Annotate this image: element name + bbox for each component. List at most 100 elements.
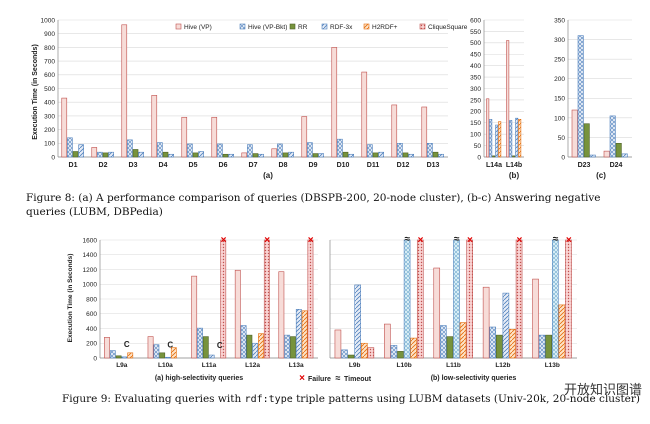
- fig8c-ytick: 100: [554, 115, 565, 122]
- fig9a-ytick: 0: [93, 355, 97, 362]
- fig9a-bar-h2rdf-l9a: [127, 352, 134, 359]
- fig8a-bar-rr-d4: [162, 151, 169, 158]
- fig8b-bar-h2rdf-l14b: [518, 119, 522, 158]
- fig8b-ytick: 400: [470, 63, 481, 70]
- fig8c-bar-rr-d24: [615, 143, 622, 158]
- fig8c-ytick: 0: [561, 154, 565, 161]
- fig9-legend-timeout-icon: ≈: [336, 373, 341, 383]
- fig9a-ytick: 600: [86, 311, 97, 318]
- fig8a-bar-hive-vp-bkt-d7: [247, 144, 253, 158]
- fig9b-bar-hive-vp-bkt-l9b: [341, 349, 348, 359]
- fig9b-bar-hive-vp-bkt-l12b: [489, 326, 497, 359]
- fig9b-bar-rdf-3x-l11b: [453, 239, 460, 359]
- fig8c-ytick: 150: [554, 96, 565, 103]
- fig8a-xtick: D8: [279, 162, 288, 169]
- fig8-legend-swatch-cliquesquare: [419, 23, 426, 30]
- fig9b-failure-marker: ×: [418, 235, 424, 246]
- fig8a-bar-rdf-3x-d11: [378, 151, 384, 158]
- fig9b-failure-marker: ×: [566, 235, 572, 246]
- fig8b-ytick: 450: [470, 52, 481, 59]
- fig8a-xtick: D4: [159, 162, 168, 169]
- fig9b-bar-h2rdf-l13b: [558, 304, 566, 359]
- fig8a-bar-rdf-3x-d4: [168, 153, 174, 158]
- fig9a-failure-marker: ×: [221, 235, 227, 246]
- fig8b-ytick: 300: [470, 86, 481, 93]
- figure8-caption: Figure 8: (a) A performance comparison o…: [26, 192, 601, 218]
- fig9b-bar-hive-vp-bkt-l10b: [390, 345, 398, 359]
- fig8a-bar-hive-vp-bkt-d9: [307, 142, 313, 158]
- fig8b-bar-hive-vp-bkt-l14a: [489, 119, 493, 158]
- fig8a-bar-hive-vp-bkt-d2: [97, 151, 103, 158]
- fig8c-bar-hive-vp-d24: [603, 150, 610, 158]
- fig8a-bar-rdf-3x-d3: [138, 151, 144, 158]
- fig8a-bar-hive-vp-d5: [181, 116, 188, 158]
- fig9b-bar-cliquesquare-l9b: [367, 347, 375, 359]
- fig9a-bar-hive-vp-l9a: [104, 337, 110, 359]
- fig8b-bar-hive-vp-bkt-l14b: [509, 120, 513, 158]
- fig8a-bar-hive-vp-d8: [271, 148, 278, 158]
- fig9b-xtick: L10b: [397, 362, 412, 369]
- fig8c-xtick: D24: [610, 162, 623, 169]
- fig8a-ytick: 200: [44, 127, 55, 134]
- fig8a-xtick: D9: [309, 162, 318, 169]
- fig9a-xtick: L9a: [116, 362, 128, 369]
- fig8a-bar-hive-vp-d3: [121, 24, 128, 158]
- fig8b-xtick: L14a: [486, 162, 502, 169]
- fig9b-bar-rdf-3x-l9b: [354, 284, 361, 359]
- fig8-legend-swatch-rr: [289, 23, 296, 30]
- fig8b-ytick: 500: [470, 40, 481, 47]
- fig8-legend-swatch-h2rdf: [363, 23, 370, 30]
- fig9b-group-label: (b) low-selectivity queries: [431, 375, 517, 382]
- fig8c-bar-rdf-3x-d23: [589, 154, 596, 158]
- fig9b-bar-hive-vp-l13b: [532, 278, 539, 359]
- fig9-legend-failure-icon: ×: [299, 373, 305, 384]
- fig9b-bar-hive-vp-l9b: [334, 329, 342, 359]
- fig8a-bar-hive-vp-bkt-d4: [157, 142, 163, 158]
- fig8a-bar-rr-d10: [342, 151, 349, 158]
- fig9a-group-label: (a) high-selectivity queries: [155, 375, 243, 382]
- fig8a-xtick: D7: [249, 162, 258, 169]
- fig9b-bar-hive-vp-bkt-l11b: [440, 325, 447, 359]
- fig8a-ytick: 300: [44, 113, 55, 120]
- fig8b-ytick: 0: [477, 154, 481, 161]
- fig9a-failure-marker: ×: [308, 235, 314, 246]
- fig9-legend-timeout: Timeout: [344, 376, 372, 383]
- fig9b-bar-hive-vp-l12b: [482, 286, 490, 359]
- fig8b-bar-rdf-3x-l14a: [495, 124, 499, 158]
- fig8a-bar-rr-d8: [282, 152, 289, 158]
- fig9a-crash-marker: C: [124, 340, 130, 349]
- fig9a-bar-rdf-3x-l9a: [121, 356, 128, 359]
- fig9b-bar-cliquesquare-l12b: [515, 239, 523, 359]
- fig8a-bar-hive-vp-d9: [301, 116, 308, 158]
- fig9b-failure-marker: ×: [516, 235, 522, 246]
- fig9a-bar-rdf-3x-l13a: [295, 309, 302, 359]
- fig9a-bar-cliquesquare-l11a: [220, 239, 227, 359]
- fig8b-xtick: L14b: [506, 162, 522, 169]
- fig8a-xtick: D13: [427, 162, 440, 169]
- fig8a-bar-hive-vp-d11: [361, 71, 368, 158]
- fig8c-ytick: 300: [554, 37, 565, 44]
- fig9a-bar-cliquesquare-l12a: [263, 239, 270, 359]
- fig9a-ytick: 1400: [83, 252, 98, 259]
- fig8a-bar-rdf-3x-d10: [348, 153, 354, 158]
- fig9a-bar-rr-l9a: [115, 355, 122, 359]
- watermark: 开放知识图谱: [563, 383, 642, 398]
- fig8b-ytick: 600: [470, 17, 481, 24]
- fig9a-bar-h2rdf-l13a: [301, 310, 308, 359]
- fig8a-xtick: D5: [189, 162, 198, 169]
- fig9a-bar-rdf-3x-l10a: [165, 356, 171, 359]
- fig9b-bar-cliquesquare-l11b: [466, 239, 473, 359]
- fig8a-bar-hive-vp-bkt-d3: [127, 139, 133, 158]
- fig8a-bar-hive-vp-bkt-d10: [337, 138, 343, 158]
- fig8a-bar-rr-d6: [222, 153, 229, 158]
- fig8a-ytick: 900: [44, 31, 55, 38]
- fig8a-ytick: 100: [44, 141, 55, 148]
- fig9a-ytick: 1000: [83, 282, 98, 289]
- fig8-legend-hive-vp-bkt: Hive (VP-Bkt): [248, 24, 287, 31]
- fig9b-bar-cliquesquare-l10b: [416, 239, 424, 359]
- fig8a-ytick: 500: [44, 86, 55, 93]
- fig8c-ytick: 350: [554, 17, 565, 24]
- fig8b-bar-rdf-3x-l14b: [515, 117, 519, 158]
- fig9b-bar-h2rdf-l9b: [360, 342, 368, 359]
- fig9a-failure-marker: ×: [264, 235, 270, 246]
